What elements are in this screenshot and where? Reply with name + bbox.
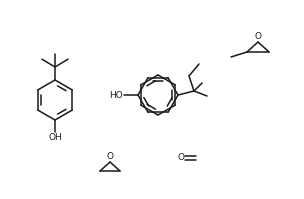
- Text: O: O: [254, 32, 261, 41]
- Text: OH: OH: [48, 133, 62, 142]
- Text: O: O: [178, 153, 185, 163]
- Text: O: O: [106, 152, 113, 161]
- Text: HO: HO: [109, 91, 123, 100]
